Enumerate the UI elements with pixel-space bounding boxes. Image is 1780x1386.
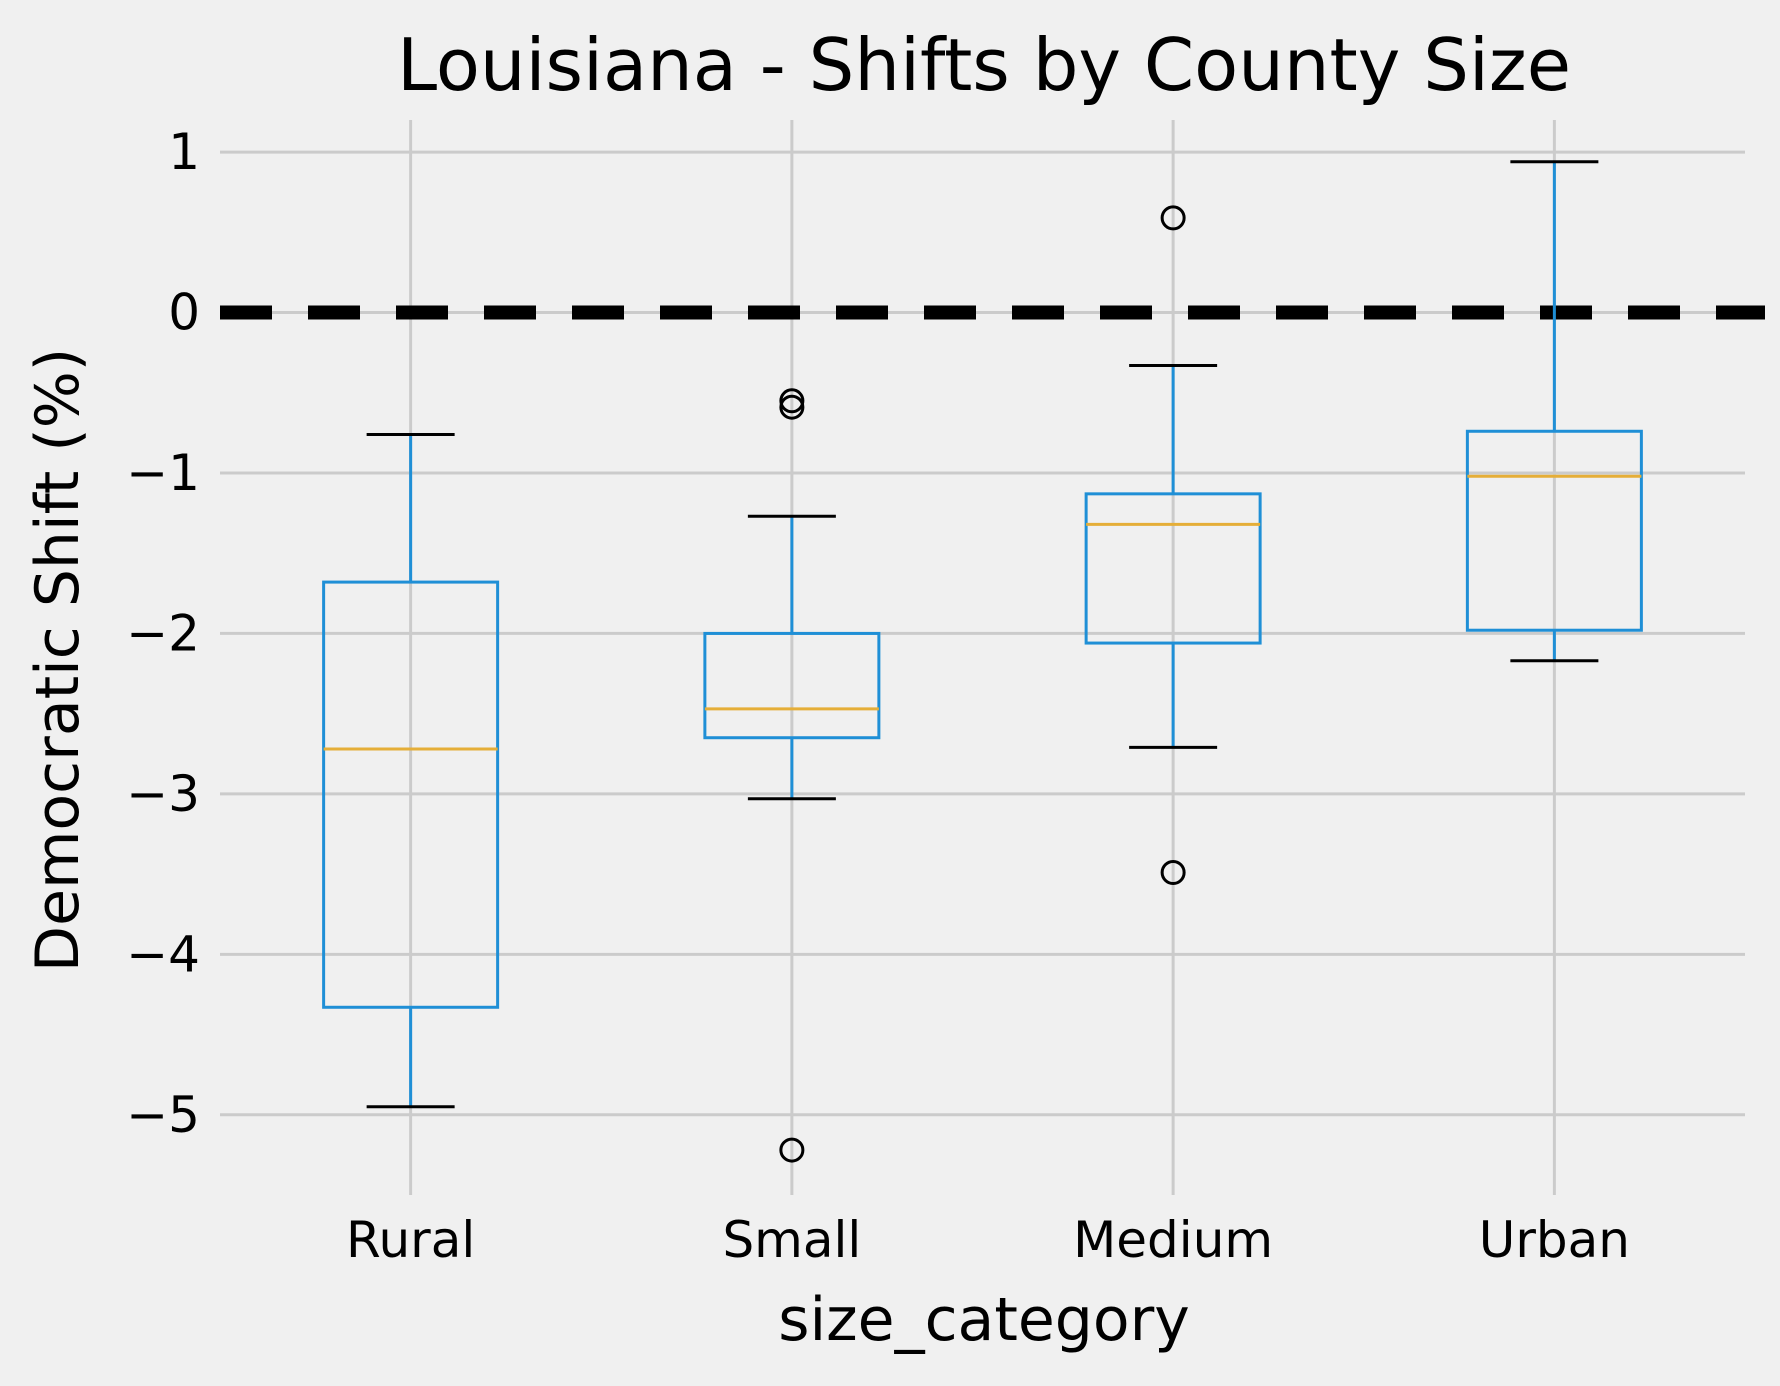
- iqr-box: [703, 631, 881, 740]
- outlier-point: [1160, 860, 1186, 885]
- outlier-point: [1160, 205, 1186, 231]
- boxes: [322, 160, 1643, 1163]
- box-group: [1084, 205, 1262, 885]
- outlier-point: [779, 394, 805, 420]
- iqr-box: [322, 580, 500, 1009]
- y-tick-label: −3: [126, 765, 200, 823]
- x-tick-label: Small: [722, 1211, 861, 1269]
- y-tick-label: −2: [126, 604, 200, 662]
- outlier-point: [779, 388, 805, 414]
- y-axis-label: Democratic Shift (%): [23, 348, 93, 972]
- box-group: [703, 388, 881, 1163]
- y-tick-label: −5: [126, 1086, 200, 1144]
- box-group: [1465, 160, 1643, 663]
- y-tick-label: 0: [168, 284, 200, 342]
- box-group: [322, 432, 500, 1109]
- tick-labels: 1 0 −1 −2 −3 −4 −5 Rural Small Medium Urban: [126, 123, 1630, 1269]
- chart-title: Louisiana - Shifts by County Size: [397, 23, 1571, 107]
- outlier-point: [779, 1137, 805, 1163]
- iqr-box: [1084, 492, 1262, 645]
- grid-lines: [220, 120, 1745, 1195]
- x-tick-label: Medium: [1073, 1211, 1273, 1269]
- x-axis-label: size_category: [778, 1285, 1190, 1355]
- y-tick-label: −4: [126, 925, 200, 983]
- x-tick-label: Urban: [1479, 1211, 1630, 1269]
- y-tick-label: −1: [126, 444, 200, 502]
- y-tick-label: 1: [168, 123, 200, 181]
- iqr-box: [1465, 429, 1643, 632]
- x-tick-label: Rural: [346, 1211, 475, 1269]
